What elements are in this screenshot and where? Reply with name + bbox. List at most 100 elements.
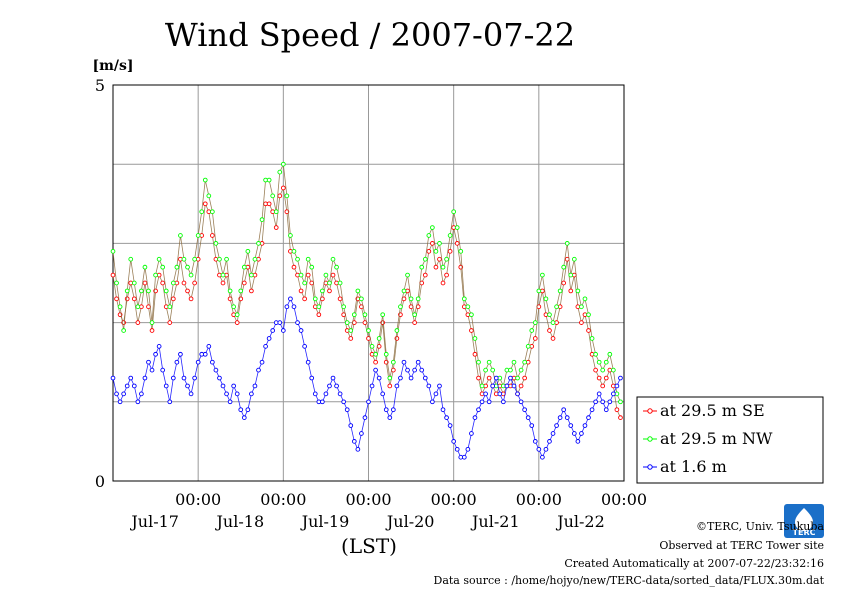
data-point [202, 351, 208, 357]
data-point [234, 320, 240, 325]
data-point [483, 367, 488, 373]
data-point [536, 288, 542, 294]
data-point [426, 233, 432, 238]
data-point [149, 328, 155, 333]
data-point [231, 304, 237, 310]
data-point [547, 312, 552, 318]
data-point [170, 280, 176, 286]
data-point [234, 312, 240, 318]
data-point [412, 320, 417, 325]
data-point [472, 351, 478, 357]
data-point [202, 177, 208, 183]
data-point [564, 415, 570, 420]
data-point [227, 288, 233, 294]
data-point [263, 344, 268, 349]
data-point [192, 256, 197, 262]
data-point [412, 312, 417, 318]
data-point [369, 383, 375, 389]
data-point [291, 264, 297, 270]
data-point [618, 415, 623, 420]
data-point [575, 288, 581, 294]
data-point [394, 383, 400, 389]
data-point [266, 201, 272, 207]
chart-legend: at 29.5 m SE at 29.5 m NW at 1.6 m [636, 396, 824, 484]
data-point [536, 446, 542, 452]
data-point [398, 375, 403, 381]
series-1 [110, 161, 623, 405]
data-point [447, 233, 453, 238]
data-point [483, 391, 488, 397]
data-point [579, 320, 584, 325]
data-point [256, 367, 261, 373]
data-point [454, 225, 460, 230]
data-point [380, 391, 386, 397]
data-point [359, 296, 364, 302]
series-line [112, 186, 621, 418]
data-point [284, 304, 290, 310]
data-point [461, 454, 467, 460]
data-point [256, 241, 261, 246]
x-tick-time-label: 00:00 [345, 490, 391, 509]
data-point [426, 248, 432, 254]
data-point [437, 241, 442, 246]
data-point [298, 328, 304, 333]
data-point [220, 383, 226, 389]
data-point [192, 280, 197, 286]
data-point [302, 296, 307, 302]
data-point [444, 415, 449, 420]
data-point [124, 296, 130, 302]
data-point [117, 304, 123, 310]
data-point [451, 439, 457, 444]
data-point [486, 375, 492, 381]
data-point [596, 391, 602, 397]
data-point [433, 264, 439, 270]
data-point [454, 241, 460, 246]
data-point [532, 336, 538, 341]
data-point [295, 256, 300, 262]
data-point [518, 367, 524, 373]
credit-copyright: ©TERC, Univ. Tsukuba [695, 520, 824, 533]
data-point [415, 359, 421, 365]
data-point [511, 359, 517, 365]
data-point [501, 399, 506, 405]
data-point [210, 359, 215, 365]
data-point [348, 328, 354, 333]
data-point [302, 280, 307, 286]
x-tick-time-label: 00:00 [260, 490, 306, 509]
data-point [199, 209, 205, 215]
data-point [476, 375, 481, 381]
data-point [437, 256, 442, 262]
y-tick-label: 0 [95, 472, 105, 491]
data-point [188, 391, 194, 397]
data-point [366, 328, 371, 333]
data-point [373, 359, 378, 365]
data-point [160, 367, 166, 373]
data-point [185, 383, 190, 389]
data-point [547, 439, 552, 444]
data-point [128, 375, 134, 381]
data-point [241, 264, 247, 270]
data-point [220, 280, 226, 286]
data-point [497, 391, 503, 397]
data-point [451, 209, 457, 215]
data-point [273, 209, 279, 215]
data-point [305, 272, 311, 278]
data-point [192, 375, 197, 381]
data-point [408, 296, 414, 302]
data-point [554, 304, 559, 310]
data-point [529, 328, 535, 333]
data-point [444, 256, 449, 262]
data-point [270, 193, 276, 199]
data-point [586, 312, 591, 318]
data-point [110, 375, 116, 381]
data-point [561, 280, 567, 286]
data-point [582, 423, 588, 428]
data-point [568, 288, 574, 294]
data-point [149, 320, 155, 325]
data-point [359, 431, 364, 436]
data-point [249, 288, 254, 294]
data-point [341, 399, 347, 405]
data-point [373, 367, 378, 373]
data-point [550, 336, 556, 341]
data-point [486, 399, 492, 405]
